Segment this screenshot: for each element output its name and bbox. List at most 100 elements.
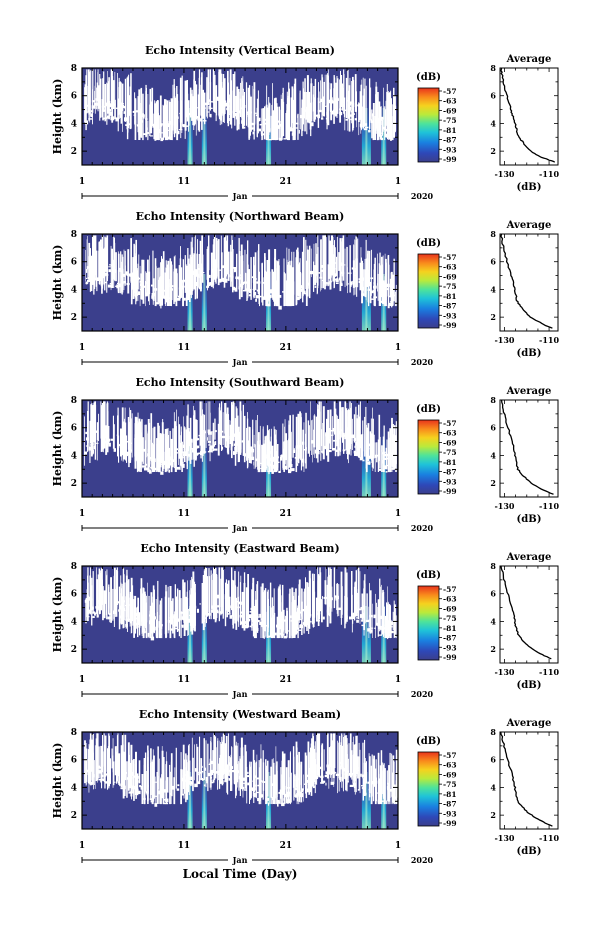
speckle: [268, 471, 270, 475]
speckle: [191, 595, 194, 635]
speckle: [262, 133, 265, 136]
speckle: [367, 781, 371, 784]
speckle: [257, 128, 261, 132]
speckle: [155, 619, 158, 639]
speckle: [345, 735, 347, 791]
speckle: [103, 770, 107, 774]
speckle: [162, 124, 166, 126]
speckle: [352, 754, 354, 784]
speckle: [259, 462, 262, 465]
speckle: [161, 290, 165, 292]
speckle: [195, 269, 197, 271]
speckle: [289, 281, 291, 307]
speckle: [103, 751, 104, 780]
speckle: [225, 100, 227, 103]
speckle: [229, 615, 233, 619]
heatmap-frame: [81, 67, 399, 166]
speckle: [317, 567, 319, 612]
speckle: [227, 764, 229, 795]
speckle: [182, 297, 186, 301]
speckle: [383, 286, 386, 289]
speckle: [273, 465, 277, 467]
speckle: [185, 753, 187, 803]
speckle: [302, 257, 304, 288]
speckle: [353, 744, 356, 785]
speckle: [217, 594, 219, 596]
speckle: [280, 454, 283, 458]
speckle: [322, 780, 326, 783]
speckle: [268, 139, 272, 141]
speckle: [353, 245, 355, 281]
speckle: [261, 583, 264, 628]
speckle: [114, 71, 116, 119]
speckle: [144, 752, 147, 792]
speckle: [345, 584, 347, 624]
speckle: [389, 789, 394, 792]
speckle: [258, 613, 260, 617]
speckle: [154, 803, 158, 807]
speckle: [154, 103, 156, 141]
speckle: [348, 283, 350, 285]
speckle: [278, 259, 280, 293]
speckle: [170, 438, 173, 473]
speckle: [268, 284, 271, 289]
speckle: [340, 75, 343, 104]
speckle: [133, 245, 136, 283]
speckle: [264, 118, 268, 121]
y-tick-label: 8: [71, 230, 77, 240]
speckle: [343, 113, 346, 118]
colorbar-tick-label: -57: [443, 419, 457, 428]
speckle: [203, 784, 206, 787]
speckle: [206, 111, 210, 113]
speckle: [361, 612, 365, 615]
speckle: [363, 128, 368, 131]
speckle: [362, 95, 365, 129]
speckle: [158, 115, 160, 141]
speckle: [212, 586, 215, 606]
speckle: [232, 587, 234, 625]
speckle: [186, 418, 188, 467]
speckle: [180, 616, 181, 638]
speckle: [295, 627, 300, 630]
speckle: [284, 273, 286, 306]
echo-streak-core: [365, 108, 368, 165]
speckle: [156, 123, 160, 126]
speckle: [142, 445, 144, 469]
speckle: [251, 623, 255, 626]
x-tick-label: 21: [280, 841, 293, 851]
speckle: [191, 606, 193, 610]
speckle: [380, 137, 384, 141]
speckle: [278, 305, 282, 310]
speckle: [237, 743, 239, 780]
x-tick-label: 1: [395, 675, 401, 685]
speckle: [349, 616, 353, 620]
speckle: [374, 768, 377, 805]
speckle: [233, 780, 238, 784]
speckle: [277, 588, 280, 628]
speckle: [320, 782, 324, 784]
speckle: [329, 598, 332, 602]
speckle: [129, 95, 132, 129]
speckle: [314, 780, 317, 785]
speckle: [299, 624, 302, 626]
speckle: [284, 419, 286, 467]
speckle: [105, 571, 107, 604]
speckle: [122, 605, 124, 629]
speckle: [228, 769, 231, 773]
speckle: [227, 603, 230, 606]
speckle: [233, 87, 235, 109]
speckle: [85, 598, 87, 624]
speckle: [165, 764, 167, 797]
speckle: [215, 612, 218, 615]
colorbar-tick-label: -87: [443, 634, 457, 643]
speckle: [165, 451, 170, 453]
speckle: [166, 100, 169, 141]
speckle: [323, 81, 325, 117]
speckle: [117, 733, 119, 777]
speckle: [85, 250, 86, 282]
speckle: [261, 622, 265, 626]
speckle: [370, 87, 372, 121]
speckle: [225, 601, 228, 605]
speckle: [334, 106, 338, 110]
colorbar-unit: (dB): [416, 736, 441, 747]
